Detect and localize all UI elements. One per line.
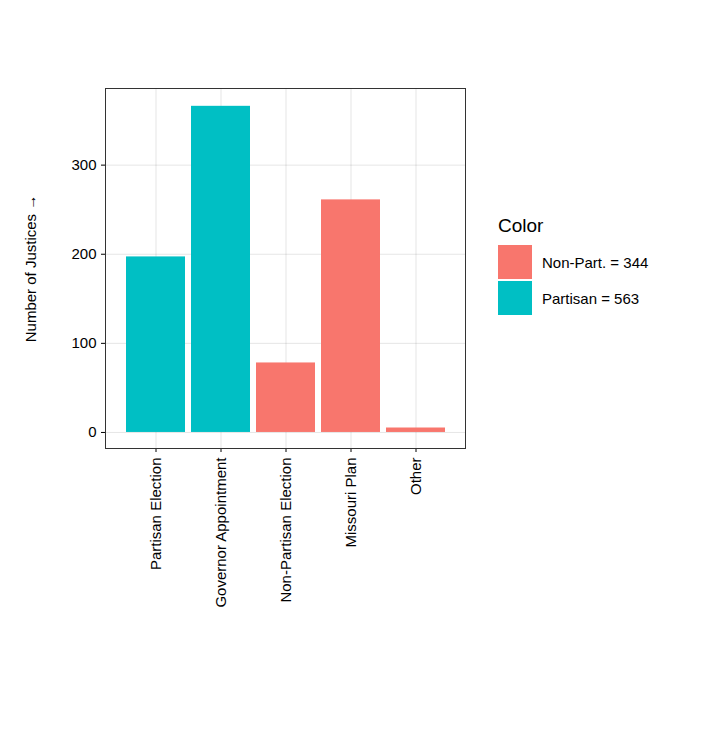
svg-text:Other: Other (407, 457, 424, 495)
html-text:Color: Color (498, 215, 544, 236)
html-text:Non-Part. = 344: Non-Part. = 344 (542, 253, 649, 271)
svg-text:300: 300 (71, 156, 96, 173)
svg-text:Governor Appointment: Governor Appointment (212, 457, 229, 608)
svg-text:200: 200 (71, 245, 96, 262)
svg-text:Number of Justices →: Number of Justices → (22, 195, 39, 343)
svg-text:100: 100 (71, 334, 96, 351)
svg-text:Missouri Plan: Missouri Plan (342, 458, 359, 548)
html-text:Partisan = 563: Partisan = 563 (542, 289, 640, 307)
svg-text:Partisan Election: Partisan Election (147, 458, 164, 571)
svg-text:Non-Partisan Election: Non-Partisan Election (277, 458, 294, 603)
svg-text:0: 0 (88, 423, 96, 440)
